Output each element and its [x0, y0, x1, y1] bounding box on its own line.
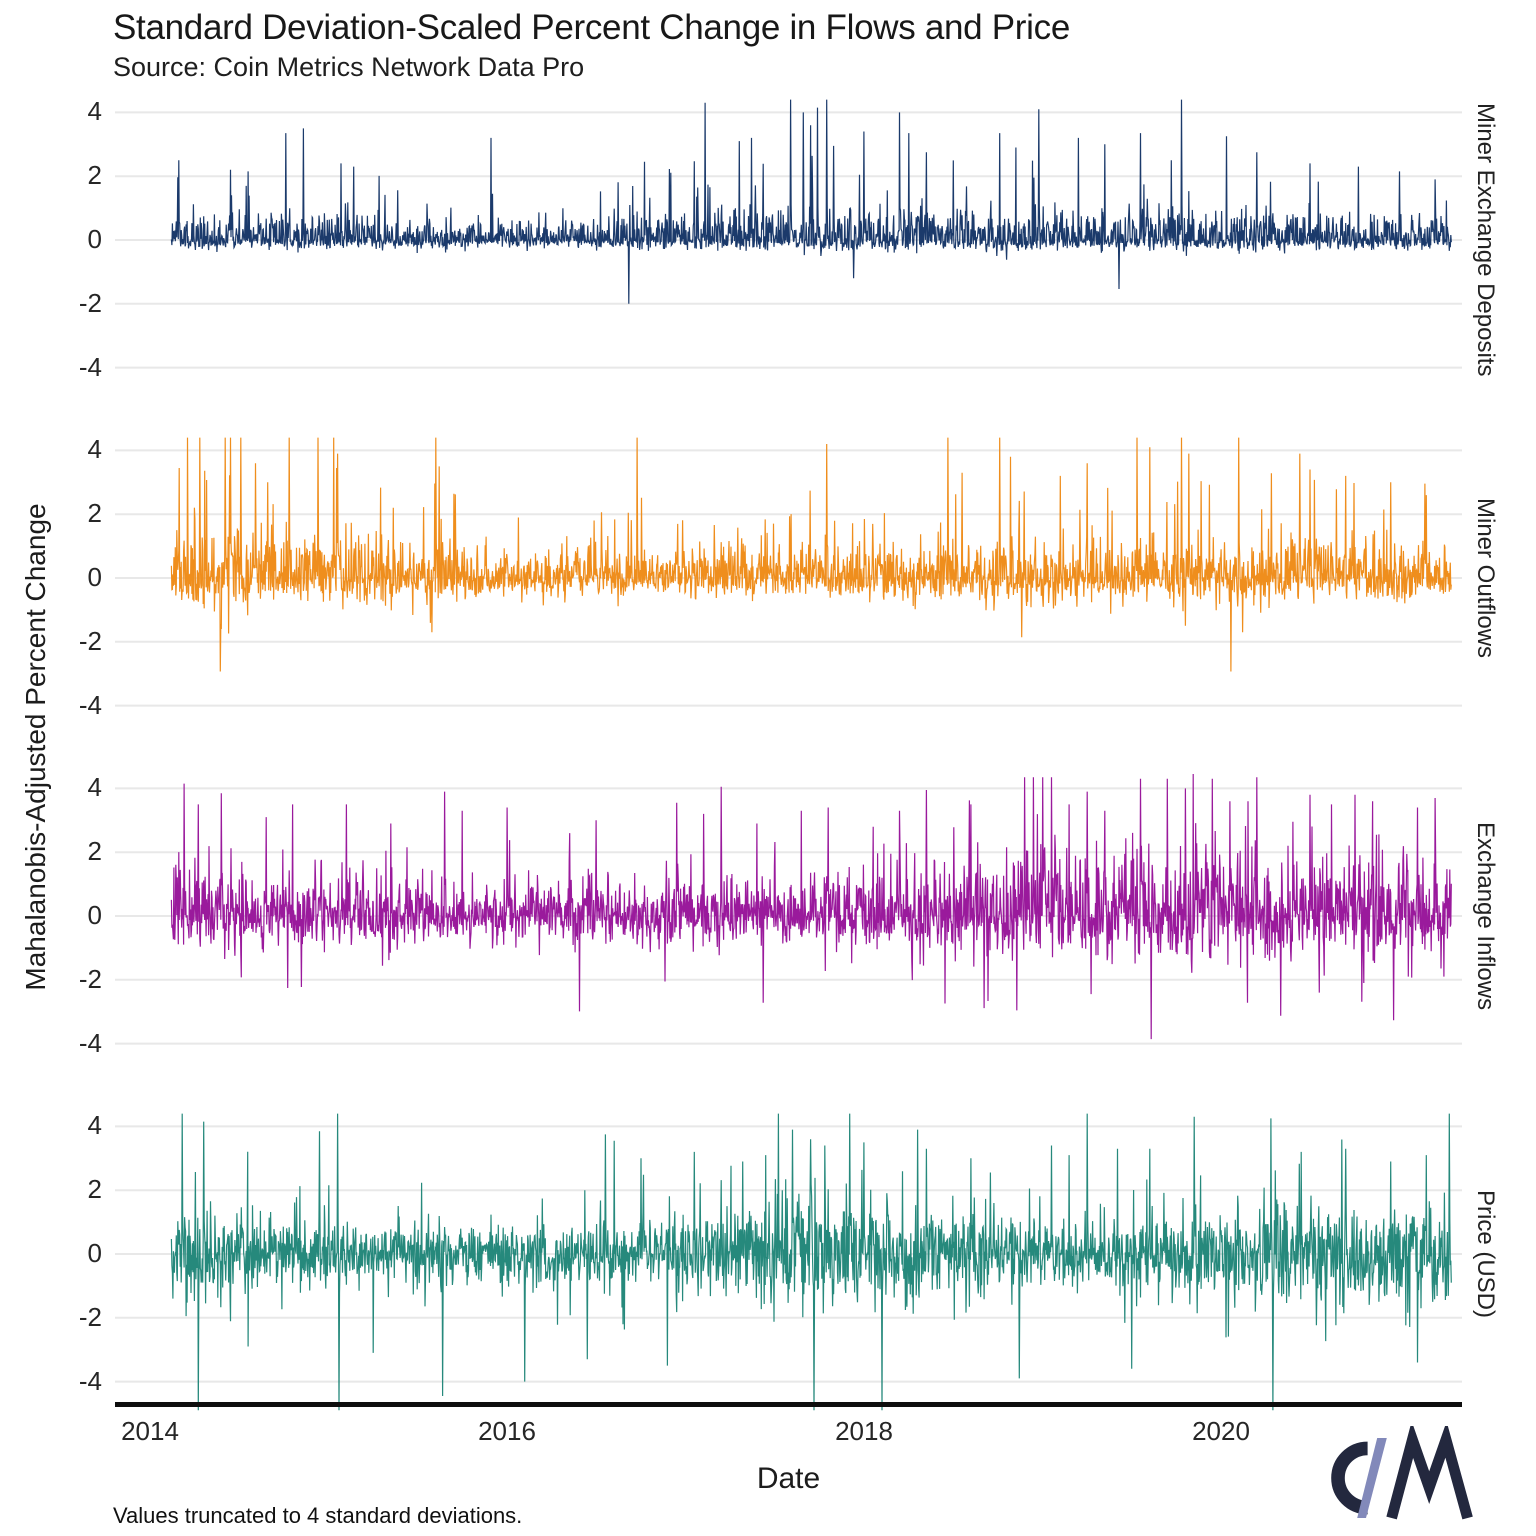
y-tick-label: 4: [87, 96, 102, 127]
panel-label-3: Price (USD): [1468, 1104, 1502, 1404]
y-tick-label: -2: [78, 625, 102, 656]
logo-letter-c: [1331, 1441, 1369, 1515]
panel-plot-1: [115, 437, 1462, 707]
series-line-1: [170, 437, 1452, 672]
panel-label-2: Exchange Inflows: [1468, 766, 1502, 1066]
panel-label-text: Miner Exchange Deposits: [1472, 103, 1499, 377]
y-tick-label: 4: [87, 1110, 102, 1141]
panel-label-0: Miner Exchange Deposits: [1468, 90, 1502, 390]
x-tick-label: 2014: [121, 1416, 179, 1446]
y-tick-label: 2: [87, 498, 102, 529]
logo-letter-m: [1386, 1426, 1473, 1520]
y-tick-label: 4: [87, 434, 102, 465]
y-tick-label: -2: [78, 963, 102, 994]
y-tick-label: -4: [78, 351, 102, 382]
series-line-3: [170, 1113, 1452, 1411]
logo-slash: [1357, 1438, 1387, 1518]
y-tick-label: 0: [87, 1238, 102, 1268]
chart-title: Standard Deviation-Scaled Percent Change…: [113, 8, 1071, 47]
y-tick-label: -2: [78, 1301, 102, 1332]
y-tick-label: -4: [78, 1365, 102, 1396]
panel-label-text: Exchange Inflows: [1472, 821, 1499, 1011]
coin-metrics-logo: [1331, 1426, 1473, 1520]
x-tick-label: 2020: [1192, 1416, 1250, 1446]
series-line-0: [170, 99, 1452, 304]
y-tick-label: 2: [87, 1174, 102, 1205]
x-axis-line: [115, 1402, 1462, 1407]
panel-label-text: Price (USD): [1472, 1189, 1499, 1318]
panel-plot-0: [115, 99, 1462, 369]
y-tick-label: 4: [87, 772, 102, 803]
x-tick-label: 2018: [835, 1416, 893, 1446]
y-tick-label: 0: [87, 224, 102, 254]
x-tick-label: 2016: [478, 1416, 536, 1446]
panel-label-text: Miner Outflows: [1472, 497, 1499, 659]
y-tick-label: -4: [78, 1027, 102, 1058]
panel-plot-2: [115, 773, 1462, 1045]
y-tick-label: -4: [78, 689, 102, 720]
y-tick-label: 2: [87, 160, 102, 191]
x-axis-label: Date: [756, 1462, 821, 1495]
y-tick-label: 0: [87, 900, 102, 930]
series-line-2: [170, 773, 1452, 1040]
y-tick-label: 0: [87, 562, 102, 592]
y-tick-label: 2: [87, 836, 102, 867]
footnote: Values truncated to 4 standard deviation…: [113, 1503, 523, 1528]
y-tick-label: -2: [78, 287, 102, 318]
panel-label-1: Miner Outflows: [1468, 428, 1502, 728]
panel-plot-3: [115, 1113, 1462, 1411]
chart-source: Source: Coin Metrics Network Data Pro: [113, 52, 585, 82]
